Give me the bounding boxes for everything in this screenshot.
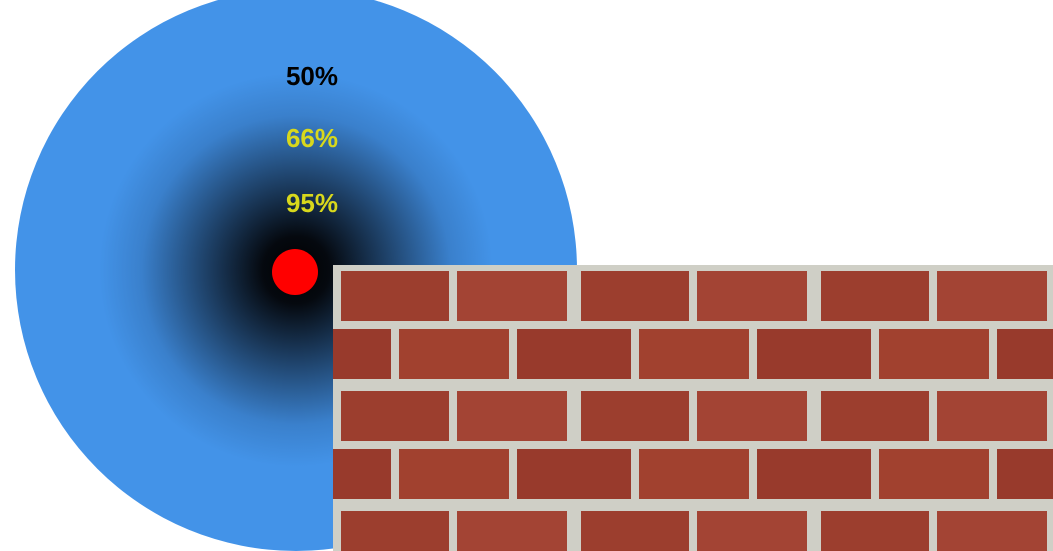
- brick-image: [333, 265, 1053, 551]
- page: 50% 66% 95% (() => { const data = JSON.p…: [0, 0, 1053, 551]
- label: 66%: [286, 123, 338, 153]
- label: 50%: [286, 61, 338, 91]
- label: 95%: [286, 188, 338, 218]
- red-dot: [272, 249, 318, 295]
- scene: 50% 66% 95%: [0, 0, 1053, 551]
